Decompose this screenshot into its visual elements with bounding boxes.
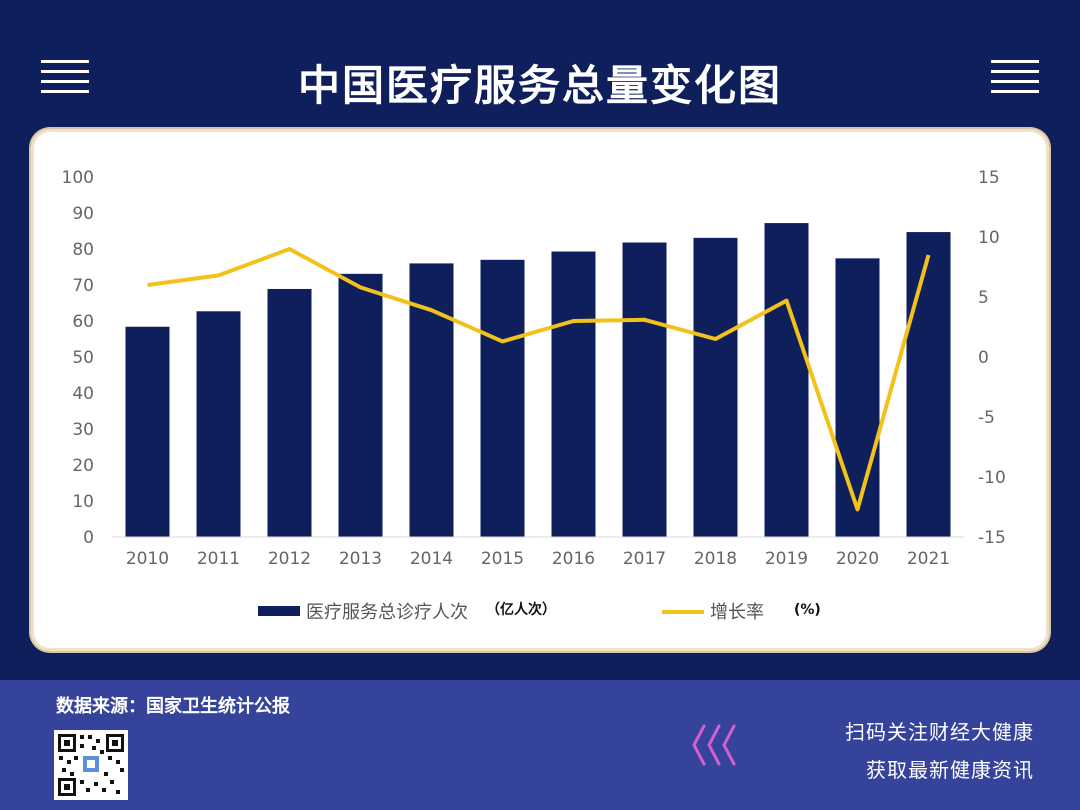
- bar: [267, 288, 312, 537]
- y-right-tick-label: -15: [978, 528, 1006, 548]
- x-tick-label: 2020: [836, 549, 879, 569]
- x-tick-label: 2011: [197, 549, 240, 569]
- bar: [338, 273, 383, 537]
- bar: [125, 326, 170, 537]
- y-left-tick-label: 20: [72, 456, 94, 476]
- page-title: 中国医疗服务总量变化图: [297, 61, 782, 110]
- legend-bar-label: 医疗服务总诊疗人次: [306, 602, 468, 623]
- promo-line-1: 扫码关注财经大健康: [845, 720, 1034, 744]
- x-tick-label: 2012: [268, 549, 311, 569]
- y-left-tick-label: 90: [72, 204, 94, 224]
- x-tick-label: 2016: [552, 549, 595, 569]
- y-right-tick-label: 5: [978, 288, 989, 308]
- menu-icon-right[interactable]: [991, 60, 1039, 94]
- x-tick-label: 2017: [623, 549, 666, 569]
- y-left-tick-label: 30: [72, 420, 94, 440]
- data-source: 数据来源：国家卫生统计公报: [56, 696, 290, 717]
- legend-line-unit: (%): [794, 602, 821, 618]
- bar: [622, 242, 667, 537]
- bar: [764, 223, 809, 537]
- y-left-tick-label: 60: [72, 312, 94, 332]
- growth-line: [147, 247, 931, 512]
- y-left-tick-label: 10: [72, 492, 94, 512]
- footer-band: [0, 680, 1080, 810]
- menu-icon-left[interactable]: [41, 60, 89, 94]
- bar: [480, 259, 525, 537]
- x-tick-label: 2021: [907, 549, 950, 569]
- y-left-tick-label: 70: [72, 276, 94, 296]
- bar: [551, 251, 596, 537]
- y-left-tick-label: 40: [72, 384, 94, 404]
- y-left-tick-label: 100: [62, 168, 94, 188]
- qr-code[interactable]: [54, 730, 128, 800]
- x-tick-label: 2010: [126, 549, 169, 569]
- bar: [693, 237, 738, 537]
- x-tick-label: 2014: [410, 549, 453, 569]
- legend-bar-unit: （亿人次）: [486, 601, 556, 618]
- legend-bar-swatch: [258, 606, 300, 616]
- y-right-tick-label: -5: [978, 408, 995, 428]
- promo-line-2: 获取最新健康资讯: [866, 758, 1034, 782]
- chevrons-icon: [692, 724, 736, 766]
- y-left-tick-label: 50: [72, 348, 94, 368]
- x-tick-label: 2013: [339, 549, 382, 569]
- bar: [196, 311, 241, 537]
- bar: [906, 232, 951, 537]
- bar: [835, 258, 880, 537]
- y-right-tick-label: 10: [978, 228, 1000, 248]
- y-right-tick-label: 0: [978, 348, 989, 368]
- x-tick-label: 2019: [765, 549, 808, 569]
- y-left-tick-label: 80: [72, 240, 94, 260]
- x-tick-label: 2018: [694, 549, 737, 569]
- chart-card: 100 90 80 70 60 50 40 30 20 10 0 15 10 5 0 -5 -10 -15 20…: [34, 132, 1046, 648]
- x-tick-label: 2015: [481, 549, 524, 569]
- y-right-tick-label: 15: [978, 168, 1000, 188]
- y-left-tick-label: 0: [83, 528, 94, 548]
- legend-line-label: 增长率: [710, 602, 764, 623]
- y-right-tick-label: -10: [978, 468, 1006, 488]
